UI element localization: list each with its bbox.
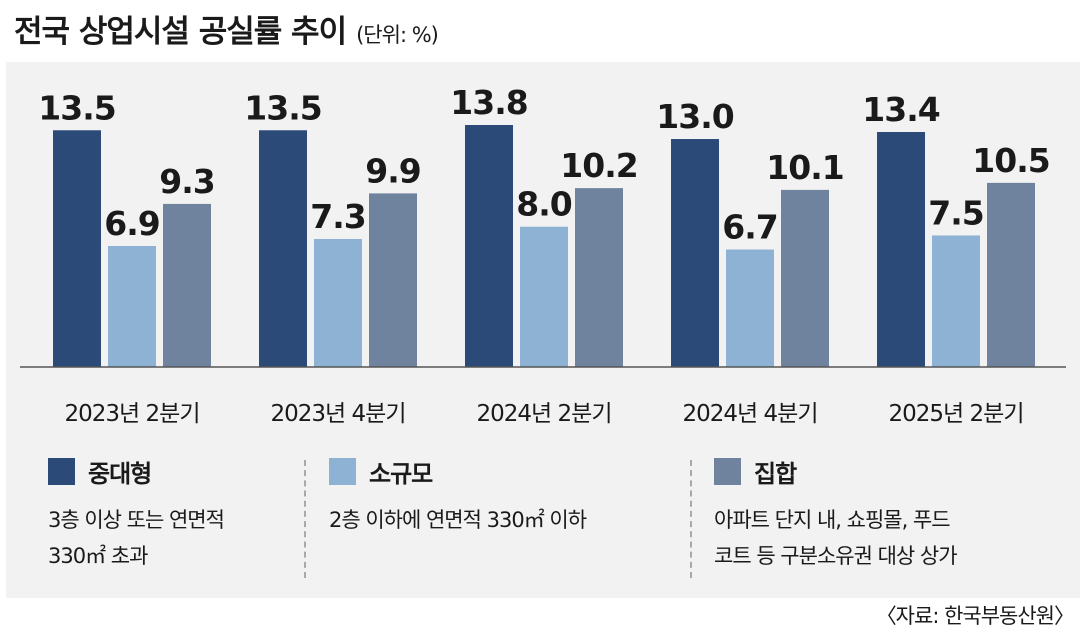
value-label: 13.8 — [450, 83, 527, 122]
bar-collective — [781, 189, 829, 367]
value-label: 6.7 — [722, 208, 777, 247]
value-label: 13.4 — [862, 90, 939, 129]
legend-name-small: 소규모 — [369, 460, 433, 488]
bar-collective — [369, 193, 417, 367]
value-label: 6.9 — [104, 204, 159, 243]
bar-small — [108, 246, 156, 367]
x-tick-label: 2024년 4분기 — [683, 401, 818, 427]
bar-large — [877, 132, 925, 367]
x-tick-label: 2023년 4분기 — [271, 401, 406, 427]
value-label: 10.2 — [560, 146, 637, 185]
bar-chart: 13.5 6.99.3 2023년 2분기 13.5 7.39.9 2023년 4분기 13… — [20, 83, 1066, 427]
bar-large — [53, 130, 101, 367]
chart-panel: 13.5 6.9 9.3 2023년 2분기 13.5 7.3 9.9 2023년 4분기 13… — [6, 62, 1080, 598]
title-row: 전국 상업시설 공실률 추이 (단위: %) — [14, 6, 439, 58]
legend-desc-collective: 아파트 단지 내, 쇼핑몰, 푸드 코트 등 구분소유권 대상 상가 — [714, 508, 958, 568]
bar-large — [259, 130, 307, 367]
source-note: 〈자료: 한국부동산원〉 — [875, 604, 1075, 628]
legend-desc-small: 2층 이하에 연면적 330㎡ 이하 — [329, 508, 587, 532]
value-label: 13.0 — [656, 97, 733, 136]
legend-name-large: 중대형 — [88, 460, 152, 488]
legend-divider — [304, 460, 306, 578]
legend-swatch-large — [48, 458, 75, 485]
bar-collective — [987, 182, 1035, 367]
bar-collective — [575, 188, 623, 367]
value-label: 10.5 — [972, 141, 1049, 180]
value-label: 13.5 — [244, 88, 321, 127]
legend-desc-large: 3층 이상 또는 연면적 330㎡ 초과 — [48, 508, 225, 568]
bar-small — [726, 249, 774, 367]
value-label: 7.3 — [310, 197, 365, 236]
legend-name-collective: 집합 — [754, 460, 797, 488]
chart-title: 전국 상업시설 공실률 추이 — [14, 14, 347, 50]
x-tick-label: 2025년 2분기 — [889, 401, 1024, 427]
value-label: 13.5 — [38, 88, 115, 127]
unit-label: (단위: %) — [356, 23, 439, 47]
value-label: 10.1 — [766, 148, 843, 187]
bar-large — [671, 139, 719, 367]
legend-swatch-collective — [714, 458, 741, 485]
bar-collective — [163, 203, 211, 367]
legend-divider — [690, 460, 692, 578]
x-tick-label: 2023년 2분기 — [65, 401, 200, 427]
bar-small — [520, 226, 568, 367]
value-label: 8.0 — [516, 185, 571, 224]
bar-large — [465, 125, 513, 367]
value-label: 9.9 — [365, 151, 420, 190]
bar-small — [932, 235, 980, 367]
value-label: 7.5 — [928, 193, 983, 232]
bar-small — [314, 238, 362, 367]
value-label: 9.3 — [159, 162, 214, 201]
x-tick-label: 2024년 2분기 — [477, 401, 612, 427]
legend-swatch-small — [329, 458, 356, 485]
